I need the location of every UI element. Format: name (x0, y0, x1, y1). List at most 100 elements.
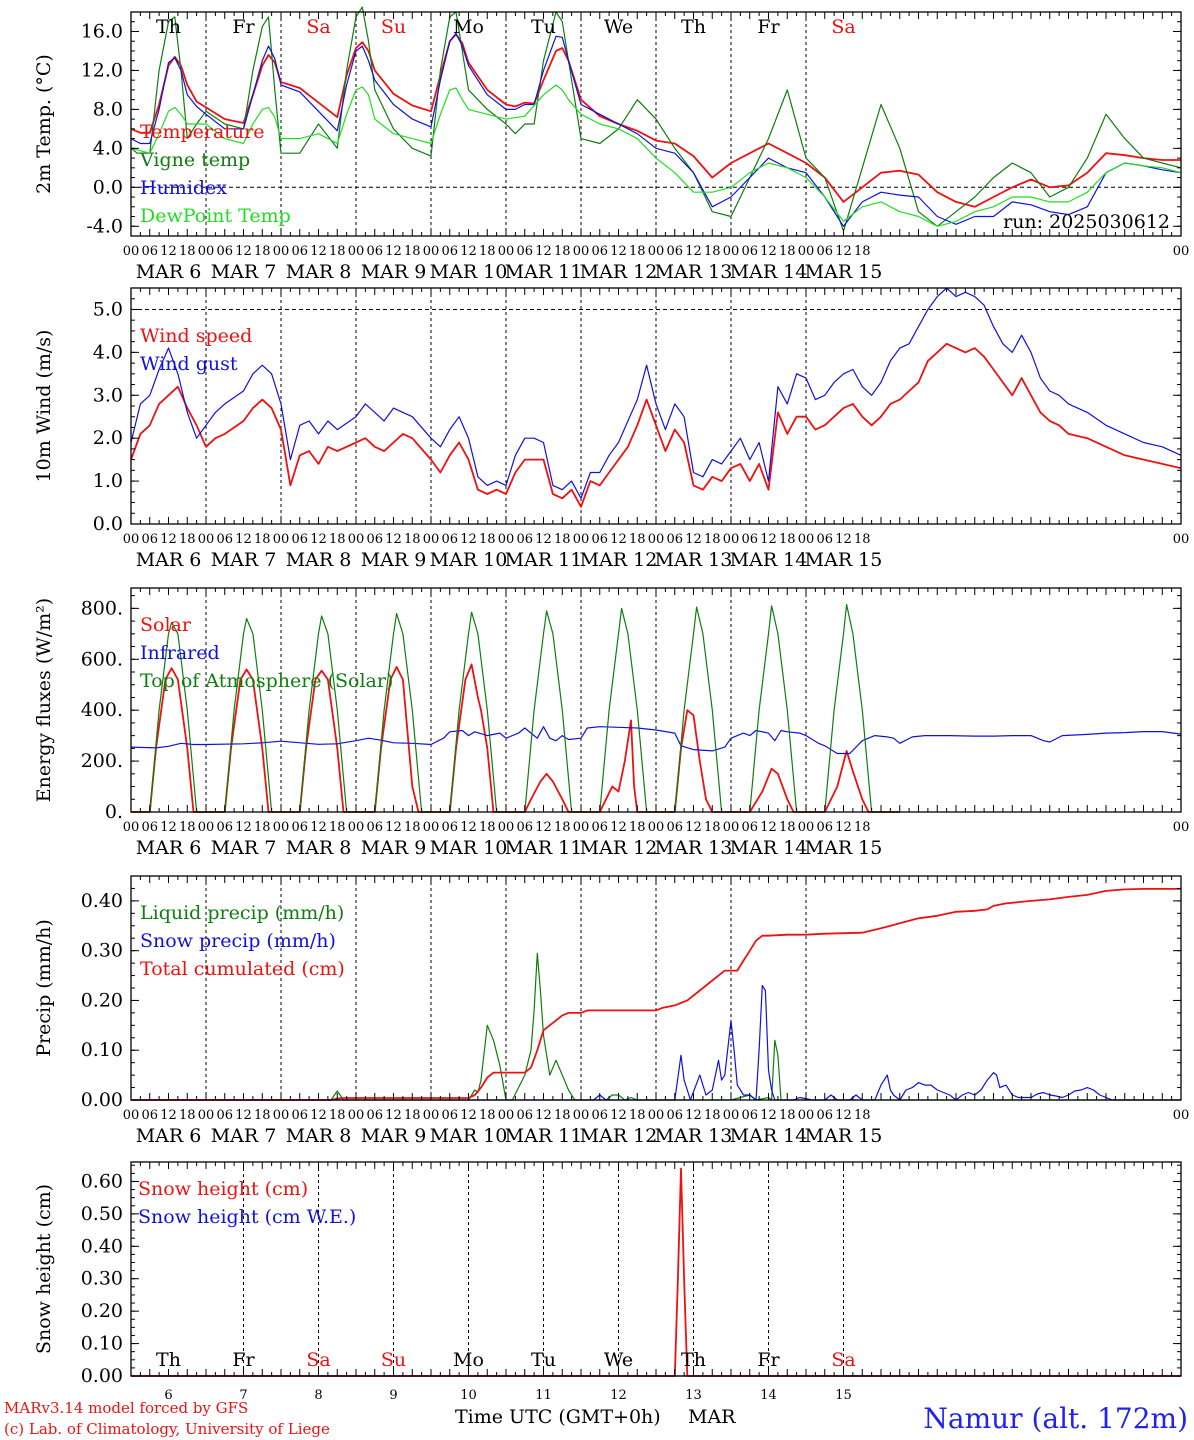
y-tick-label: 0.60 (81, 1170, 123, 1192)
date-label: MAR 7 (211, 1125, 277, 1147)
y-tick-label: 1.0 (93, 470, 123, 492)
hour-tick-label: 06 (366, 1108, 383, 1123)
legend-entry: Solar (140, 614, 192, 636)
hour-tick-label: 18 (704, 532, 721, 547)
legend-entry: Total cumulated (cm) (140, 958, 345, 980)
hour-tick-label: 00 (348, 820, 365, 835)
y-axis-label: 2m Temp. (°C) (33, 54, 55, 194)
hour-tick-label: 00 (648, 820, 665, 835)
day-label: We (604, 16, 633, 38)
hour-tick-label: 00 (573, 820, 590, 835)
hour-tick-label: 12 (385, 532, 402, 547)
hour-tick-label: 06 (441, 244, 458, 259)
hour-tick-label: 18 (404, 1108, 421, 1123)
hour-tick-label: 12 (760, 532, 777, 547)
day-label: Su (381, 16, 406, 38)
date-label: MAR 9 (361, 549, 427, 571)
hour-tick-label: 06 (441, 532, 458, 547)
hour-tick-label: 06 (216, 1108, 233, 1123)
date-label: MAR 12 (580, 837, 658, 859)
hour-tick-label: 06 (366, 820, 383, 835)
series-line-1 (130, 342, 1182, 508)
hour-tick-label: 00 (573, 1108, 590, 1123)
hour-tick-label: 06 (516, 1108, 533, 1123)
hour-tick-label: 06 (591, 1108, 608, 1123)
hour-tick-label: 12 (235, 820, 252, 835)
hour-tick-label: 18 (554, 1108, 571, 1123)
date-label: MAR 14 (730, 261, 808, 283)
y-tick-label: 0.00 (81, 1089, 123, 1111)
y-tick-label: 0.40 (81, 1235, 123, 1257)
hour-tick-label: 18 (254, 820, 271, 835)
y-tick-label: 0.40 (81, 890, 123, 912)
hour-tick-label: 00 (498, 820, 515, 835)
date-label: MAR 7 (211, 837, 277, 859)
hour-tick-label: 00 (423, 1108, 440, 1123)
hour-tick-label: 12 (235, 244, 252, 259)
hour-tick-label: 00 (798, 244, 815, 259)
hour-tick-label: 18 (779, 244, 796, 259)
hour-tick-label: 18 (779, 1108, 796, 1123)
footer-station: Namur (alt. 172m) (923, 1402, 1188, 1435)
hour-tick-label: 18 (554, 820, 571, 835)
date-label: MAR 10 (430, 549, 508, 571)
hour-tick-label: 06 (141, 1108, 158, 1123)
hour-tick-label: 18 (404, 244, 421, 259)
hour-tick-label: 00 (198, 1108, 215, 1123)
date-label: MAR 15 (805, 837, 883, 859)
hour-tick-label: 18 (179, 532, 196, 547)
panel-3: 800. 600. 400. 200. 0. Energy fluxes (W/m²) So… (33, 587, 1189, 859)
hour-tick-label: 18 (479, 820, 496, 835)
hour-tick-label: 06 (816, 820, 833, 835)
y-axis-label: Energy fluxes (W/m²) (33, 598, 55, 802)
hour-tick-label: 00 (1173, 1108, 1190, 1123)
y-tick-label: 4.0 (93, 341, 123, 363)
hour-tick-label: 18 (329, 820, 346, 835)
day-label: Su (381, 1349, 406, 1371)
hour-tick-label: 00 (273, 1108, 290, 1123)
date-number: 15 (835, 1388, 852, 1403)
date-label: MAR 9 (361, 837, 427, 859)
hour-tick-label: 12 (685, 820, 702, 835)
hour-tick-label: 12 (385, 1108, 402, 1123)
y-tick-label: 0.10 (81, 1333, 123, 1355)
series-line-3 (130, 32, 1182, 227)
hour-tick-label: 12 (685, 532, 702, 547)
hour-tick-label: 06 (291, 820, 308, 835)
hour-tick-label: 06 (216, 244, 233, 259)
hour-tick-label: 12 (760, 820, 777, 835)
date-label: MAR 11 (505, 1125, 583, 1147)
hour-tick-label: 18 (854, 244, 871, 259)
day-label: Mo (453, 1349, 484, 1371)
day-label: Th (681, 16, 706, 38)
panel-5: 0.60 0.50 0.40 0.30 0.20 0.10 0.00 Snow height … (33, 1161, 1182, 1403)
date-label: MAR 13 (655, 261, 733, 283)
series-line-3 (131, 888, 1181, 1101)
legend-entry: Wind gust (140, 353, 238, 375)
hour-tick-label: 00 (498, 1108, 515, 1123)
hour-tick-label: 00 (273, 820, 290, 835)
hour-tick-label: 12 (160, 244, 177, 259)
hour-tick-label: 00 (123, 244, 140, 259)
legend-entry: DewPoint Temp (140, 205, 291, 227)
hour-tick-label: 18 (254, 1108, 271, 1123)
hour-tick-label: 12 (235, 532, 252, 547)
plot-frame (130, 11, 1182, 237)
hour-tick-label: 00 (648, 244, 665, 259)
legend-entry: Snow height (cm W.E.) (138, 1206, 356, 1228)
hour-tick-label: 06 (591, 244, 608, 259)
hour-tick-label: 06 (366, 532, 383, 547)
hour-tick-label: 12 (460, 532, 477, 547)
hour-tick-label: 12 (235, 1108, 252, 1123)
date-label: MAR 6 (136, 1125, 202, 1147)
date-label: MAR 6 (136, 261, 202, 283)
legend-entry: Snow height (cm) (138, 1178, 308, 1200)
hour-tick-label: 06 (516, 532, 533, 547)
hour-tick-label: 06 (366, 244, 383, 259)
day-label: Fr (757, 1349, 780, 1371)
date-label: MAR 12 (580, 1125, 658, 1147)
hour-tick-label: 06 (141, 244, 158, 259)
date-number: 8 (314, 1388, 322, 1403)
hour-tick-label: 18 (254, 244, 271, 259)
hour-tick-label: 18 (629, 532, 646, 547)
